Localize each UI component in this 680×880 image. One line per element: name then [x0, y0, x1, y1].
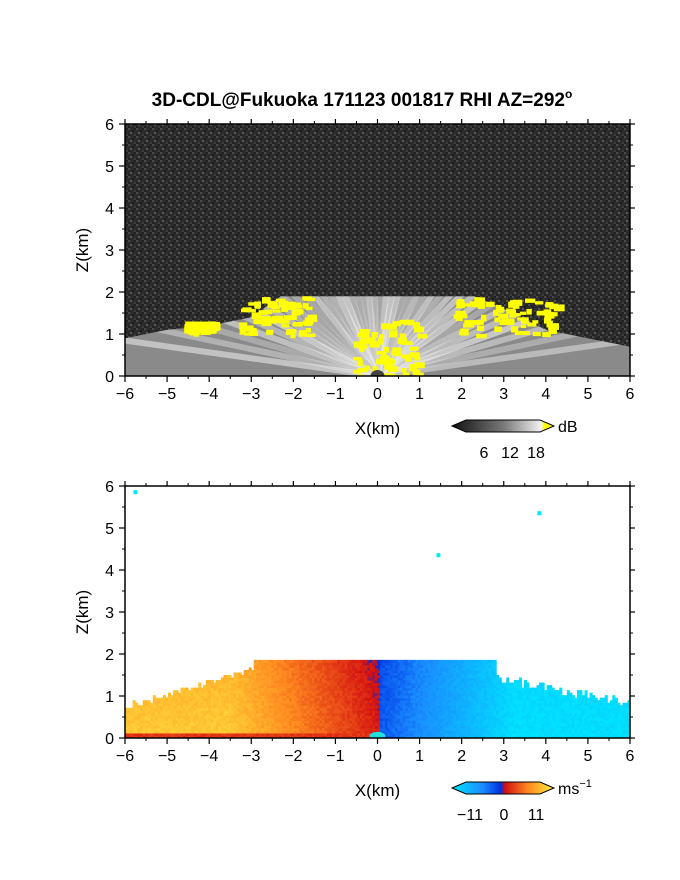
- y-tick-label: 4: [105, 563, 114, 580]
- x-axis-label: X(km): [355, 781, 400, 800]
- y-tick-label: 5: [105, 521, 114, 538]
- x-tick-label: 1: [415, 386, 424, 403]
- saturated-region: [353, 319, 428, 376]
- colorbar-unit: dB: [558, 419, 578, 436]
- x-tick-label: −4: [200, 748, 218, 765]
- x-tick-label: −5: [158, 748, 176, 765]
- colorbar-unit: ms−1: [558, 778, 592, 798]
- velocity-panel: −6 −5 −4 −3 −2 −1 0 1 2 3 4 5 6 X(km) 0 1 2 3 4 5 6 Z(km): [73, 479, 635, 800]
- x-tick-label: 0: [373, 386, 382, 403]
- y-tick-label: 1: [105, 327, 114, 344]
- saturated-region: [184, 321, 221, 337]
- colorbar-tick: 18: [527, 445, 545, 462]
- reflectivity-panel: −6 −5 −4 −3 −2 −1 0 1 2 3 4 5 6 X(km) 0 1 2 3 4 5 6 Z(km): [73, 117, 635, 438]
- y-tick-label: 6: [105, 117, 114, 134]
- x-tick-label: 6: [626, 386, 635, 403]
- y-axis: 0 1 2 3 4 5 6: [105, 117, 635, 386]
- x-tick-label: −6: [116, 386, 134, 403]
- isolated-point: [436, 553, 441, 558]
- y-axis-label: Z(km): [73, 590, 92, 634]
- x-axis-label: X(km): [355, 419, 400, 438]
- saturated-region: [453, 297, 565, 339]
- saturated-region: [239, 296, 318, 339]
- x-tick-label: −5: [158, 386, 176, 403]
- chart-title: 3D-CDL@Fukuoka 171123 001817 RHI AZ=292o: [152, 87, 573, 111]
- y-tick-label: 2: [105, 285, 114, 302]
- x-tick-label: −2: [284, 386, 302, 403]
- y-tick-label: 0: [105, 731, 114, 748]
- x-tick-label: −4: [200, 386, 218, 403]
- y-tick-label: 4: [105, 201, 114, 218]
- x-tick-label: 0: [373, 748, 382, 765]
- isolated-point: [537, 511, 542, 516]
- x-tick-label: 4: [541, 386, 550, 403]
- x-tick-label: −3: [242, 386, 260, 403]
- x-tick-label: −1: [326, 748, 344, 765]
- y-tick-label: 2: [105, 647, 114, 664]
- x-tick-label: 6: [626, 748, 635, 765]
- y-tick-label: 6: [105, 479, 114, 496]
- x-tick-label: −2: [284, 748, 302, 765]
- x-tick-label: 2: [457, 748, 466, 765]
- colorbar-tick: 0: [500, 807, 509, 824]
- colorbar-tick: 11: [528, 807, 545, 824]
- y-tick-label: 5: [105, 159, 114, 176]
- reflectivity-colorbar: dB 6 12 18: [450, 419, 578, 462]
- y-tick-label: 3: [105, 243, 114, 260]
- y-axis: 0 1 2 3 4 5 6: [105, 479, 635, 748]
- x-tick-label: 5: [583, 386, 592, 403]
- x-tick-label: 2: [457, 386, 466, 403]
- y-tick-label: 3: [105, 605, 114, 622]
- x-axis: −6 −5 −4 −3 −2 −1 0 1 2 3 4 5 6: [116, 481, 635, 765]
- x-tick-label: 3: [499, 386, 508, 403]
- velocity-colorbar: ms−1 −11 0 11: [450, 778, 592, 824]
- y-axis-label: Z(km): [73, 228, 92, 272]
- x-tick-label: 4: [541, 748, 550, 765]
- x-tick-label: 3: [499, 748, 508, 765]
- colorbar-tick: 6: [480, 445, 489, 462]
- lidar-site-marker: [370, 370, 385, 376]
- velocity-field: [125, 659, 630, 738]
- x-tick-label: −6: [116, 748, 134, 765]
- x-tick-label: 1: [415, 748, 424, 765]
- colorbar-tick: −11: [457, 807, 483, 824]
- y-tick-label: 1: [105, 689, 114, 706]
- x-tick-label: −3: [242, 748, 260, 765]
- colorbar-tick: 12: [501, 445, 519, 462]
- x-tick-label: −1: [326, 386, 344, 403]
- lidar-site-marker: [369, 731, 386, 738]
- x-axis: −6 −5 −4 −3 −2 −1 0 1 2 3 4 5 6: [116, 119, 635, 403]
- x-tick-label: 5: [583, 748, 592, 765]
- y-tick-label: 0: [105, 369, 114, 386]
- isolated-point: [133, 490, 138, 495]
